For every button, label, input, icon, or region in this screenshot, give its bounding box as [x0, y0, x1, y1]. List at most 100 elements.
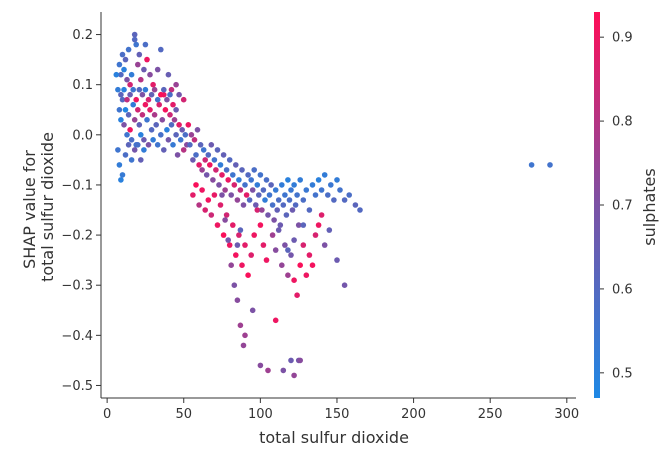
scatter-point	[202, 157, 208, 163]
scatter-point	[136, 86, 143, 93]
scatter-point	[283, 212, 290, 218]
scatter-point	[275, 227, 282, 233]
scatter-point	[223, 167, 230, 173]
scatter-point	[547, 162, 553, 168]
scatter-point	[282, 192, 288, 198]
scatter-point	[164, 96, 170, 103]
scatter-point	[321, 172, 328, 178]
x-axis-label: total sulfur dioxide	[259, 428, 409, 447]
scatter-point	[205, 197, 212, 203]
scatter-point	[309, 182, 316, 188]
x-tick-label: 0	[103, 407, 111, 422]
scatter-point	[315, 177, 322, 183]
scatter-point	[180, 147, 187, 153]
scatter-point	[193, 152, 199, 158]
scatter-point	[285, 272, 291, 279]
scatter-point	[194, 127, 201, 133]
scatter-point	[234, 297, 241, 304]
scatter-point	[176, 122, 182, 128]
scatter-point	[266, 192, 273, 198]
x-tick-label: 50	[175, 407, 192, 422]
scatter-point	[279, 182, 285, 188]
y-tick-label: −0.4	[61, 329, 93, 344]
scatter-point	[285, 247, 291, 253]
scatter-point	[139, 91, 146, 98]
scatter-point	[115, 147, 121, 153]
scatter-point	[161, 86, 167, 93]
scatter-point	[128, 157, 135, 163]
scatter-point	[272, 187, 279, 193]
scatter-point	[202, 207, 208, 213]
scatter-point	[179, 127, 185, 133]
scatter-point	[135, 142, 141, 148]
scatter-point	[230, 222, 236, 228]
scatter-point	[164, 127, 170, 133]
scatter-point	[312, 192, 319, 198]
scatter-point	[135, 107, 141, 113]
scatter-point	[127, 91, 133, 98]
scatter-point	[138, 76, 144, 83]
y-tick-label: −0.3	[61, 279, 93, 294]
scatter-point	[297, 177, 304, 183]
scatter-point	[286, 197, 293, 203]
scatter-point	[185, 122, 192, 128]
x-tick-label: 100	[248, 407, 273, 422]
scatter-point	[154, 142, 161, 148]
scatter-point	[248, 252, 254, 258]
scatter-point	[334, 177, 340, 183]
scatter-point	[257, 172, 264, 178]
scatter-point	[203, 172, 210, 178]
scatter-point	[234, 197, 241, 203]
scatter-point	[288, 357, 294, 364]
scatter-point	[318, 187, 325, 193]
scatter-point	[265, 212, 271, 218]
scatter-point	[131, 147, 138, 153]
scatter-point	[231, 182, 238, 188]
scatter-point	[257, 362, 264, 369]
scatter-point	[121, 66, 127, 73]
scatter-point	[177, 137, 184, 143]
scatter-point	[147, 107, 153, 113]
scatter-point	[173, 107, 179, 113]
scatter-point	[119, 51, 126, 58]
scatter-point	[274, 207, 281, 213]
y-tick-label: −0.5	[61, 379, 93, 394]
scatter-point	[211, 157, 218, 163]
scatter-point	[285, 177, 291, 183]
x-tick-label: 250	[478, 407, 503, 422]
scatter-point	[190, 192, 196, 198]
scatter-point	[272, 317, 279, 324]
colorbar-tick-label: 0.8	[612, 115, 633, 130]
scatter-point	[236, 177, 242, 183]
scatter-point	[297, 357, 304, 364]
scatter-point	[167, 91, 173, 98]
scatter-point	[352, 202, 359, 208]
scatter-point	[205, 152, 212, 158]
scatter-point	[118, 91, 124, 98]
scatter-point	[243, 192, 250, 198]
scatter-point	[136, 122, 143, 128]
scatter-point	[217, 162, 224, 168]
scatter-point	[303, 187, 310, 193]
x-tick-label: 150	[325, 407, 350, 422]
scatter-point	[346, 192, 353, 198]
y-tick-label: −0.1	[61, 178, 93, 193]
scatter-point	[193, 182, 199, 188]
scatter-point	[217, 202, 224, 208]
scatter-point	[272, 247, 279, 253]
scatter-point	[173, 81, 179, 88]
scatter-point	[154, 96, 161, 103]
scatter-point	[135, 61, 141, 68]
scatter-point	[118, 117, 124, 123]
scatter-point	[124, 132, 130, 138]
scatter-point	[214, 222, 221, 228]
scatter-point	[145, 96, 152, 103]
scatter-point	[148, 91, 155, 98]
scatter-point	[300, 242, 307, 248]
colorbar-ticks: 0.5 0.6 0.7 0.8 0.9	[600, 31, 633, 381]
scatter-point	[268, 182, 274, 188]
scatter-point	[141, 147, 147, 153]
colorbar	[594, 12, 600, 398]
scatter-point	[220, 232, 227, 238]
scatter-point	[162, 107, 169, 113]
